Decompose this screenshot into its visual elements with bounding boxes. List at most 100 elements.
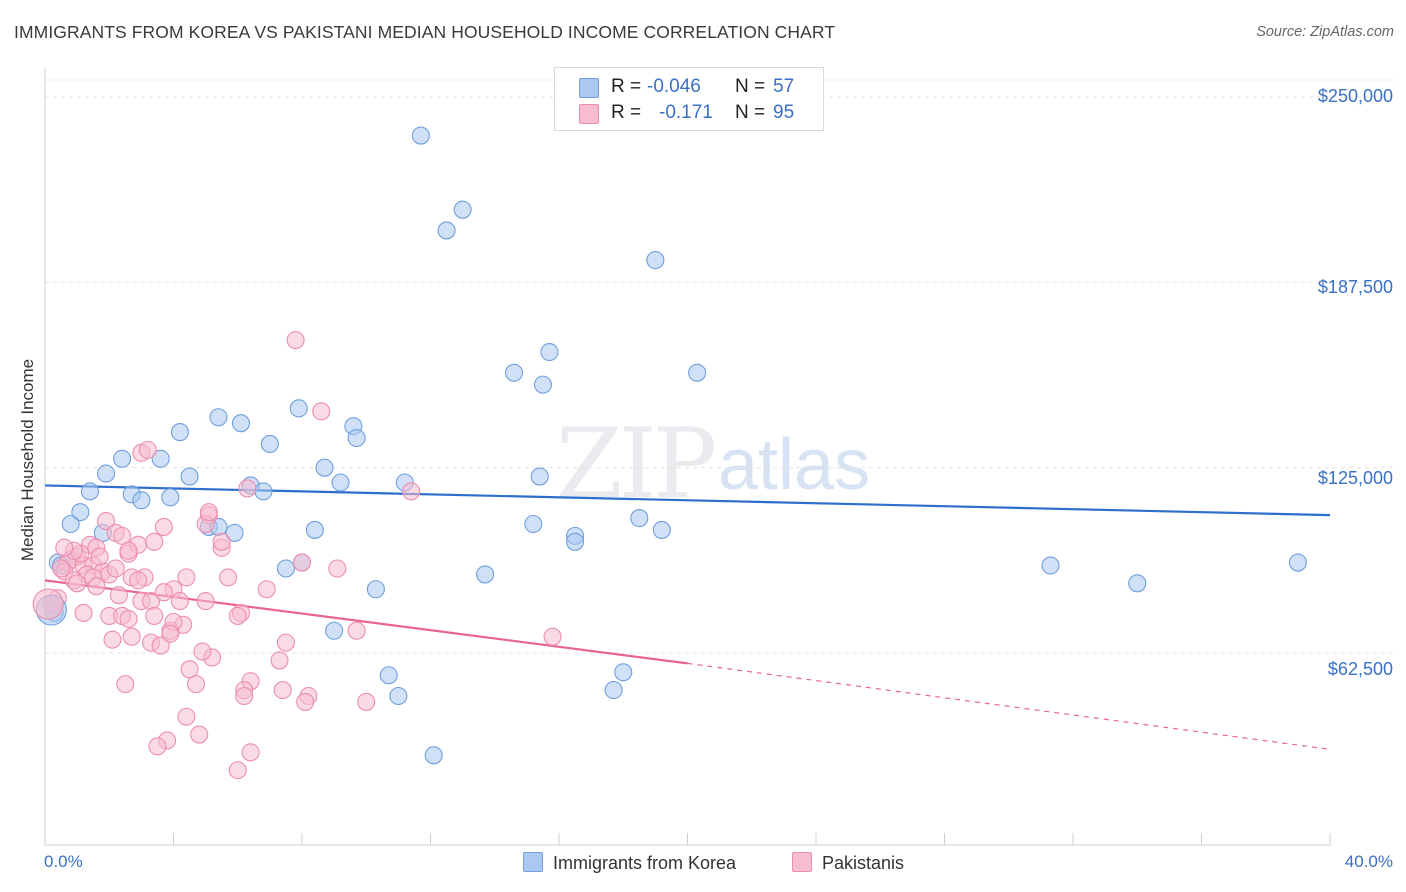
point-pakistani [193,642,212,661]
point-korea [504,363,524,382]
point-korea [325,621,344,640]
point-korea [688,363,707,382]
point-korea [331,473,350,492]
point-korea [209,408,228,427]
legend-label-korea: Immigrants from Korea [553,853,737,873]
y-tick-label: $62,500 [1327,659,1393,679]
point-pakistani [357,692,376,711]
point-pakistani [402,482,421,501]
point-korea [276,559,295,578]
point-pakistani [154,517,173,537]
point-pakistani [154,583,173,602]
point-pakistani [228,606,247,625]
legend-swatch-pakistani [579,104,599,124]
point-pakistani [228,761,247,780]
point-pakistani [196,592,215,611]
point-pakistani [148,737,167,756]
legend-label-pakistani: Pakistanis [822,853,905,873]
point-pakistani [276,633,295,652]
point-pakistani [312,402,331,421]
legend-n-value-pakistani: 95 [773,102,795,123]
point-korea [389,686,408,706]
point-pakistani [74,603,93,623]
bottom-legend-pakistani: Pakistanis [792,852,904,874]
point-korea [180,467,199,486]
point-korea [305,520,324,539]
point-pakistani [273,681,292,700]
point-korea [530,467,549,486]
point-korea [476,565,495,584]
point-pakistani [296,692,315,711]
point-korea [437,221,456,240]
point-pakistani [145,532,164,551]
point-pakistani [177,568,196,587]
point-korea [61,514,80,534]
point-pakistani [241,743,260,762]
bottom-legend-korea: Immigrants from Korea [523,852,736,874]
point-pakistani [270,651,289,670]
point-pakistani [543,627,562,646]
point-pakistani [286,331,305,350]
point-korea [646,251,665,270]
point-pakistani [190,725,209,744]
point-pakistani [177,707,196,726]
point-korea [540,342,559,362]
point-pakistani [116,675,135,694]
point-korea [424,746,443,765]
point-korea [366,580,385,599]
point-korea [1128,574,1147,593]
point-pakistani [109,586,128,605]
point-pakistani [292,553,312,572]
point-pakistani [199,503,218,522]
point-korea [652,520,671,539]
legend-swatch-korea [523,852,543,872]
point-korea [260,434,279,453]
point-pakistani [87,577,106,596]
point-pakistani [212,532,231,551]
point-pakistani [96,511,116,531]
legend-n-label: N = [735,76,766,97]
chart-title: IMMIGRANTS FROM KOREA VS PAKISTANI MEDIA… [14,22,836,42]
point-pakistani [113,526,132,545]
legend-swatch-korea [579,78,599,98]
point-korea [132,491,151,510]
point-korea [347,428,366,448]
point-pakistani [52,559,71,578]
point-pakistani [257,580,276,599]
point-pakistani [55,538,74,557]
y-tick-label: $250,000 [1317,86,1393,106]
point-korea [1288,553,1307,572]
point-korea [289,399,308,418]
legend-swatch-pakistani [792,852,812,872]
point-pakistani [151,636,170,655]
point-pakistani [219,568,238,587]
point-korea [170,423,189,442]
legend-box: R = -0.046 N = 57 R = -0.171 N = 95 [554,67,824,131]
legend-r-value-pakistani: -0.171 [659,102,713,123]
trendline-pakistani-extension [687,662,1331,750]
y-tick-label: $125,000 [1317,468,1393,488]
point-korea [453,200,472,219]
point-korea [71,503,90,522]
point-korea [411,126,430,145]
point-pakistani [170,592,189,611]
point-pakistani [103,630,122,649]
point-korea [614,663,633,682]
point-pakistani [238,479,257,498]
point-pakistani [129,571,148,590]
point-korea [254,482,273,501]
point-pakistani [119,609,138,628]
legend-n-value-korea: 57 [773,76,795,97]
point-pakistani [138,440,157,459]
point-pakistani [235,686,254,706]
point-pakistani [186,675,206,694]
y-axis-label: Median Household Income [18,358,37,562]
point-pakistani [90,547,109,566]
point-korea [151,449,170,468]
point-korea [113,449,132,468]
legend-n-label: N = [735,102,766,123]
point-korea [1041,556,1060,575]
point-pakistani [145,606,164,625]
point-pakistani [161,624,180,643]
